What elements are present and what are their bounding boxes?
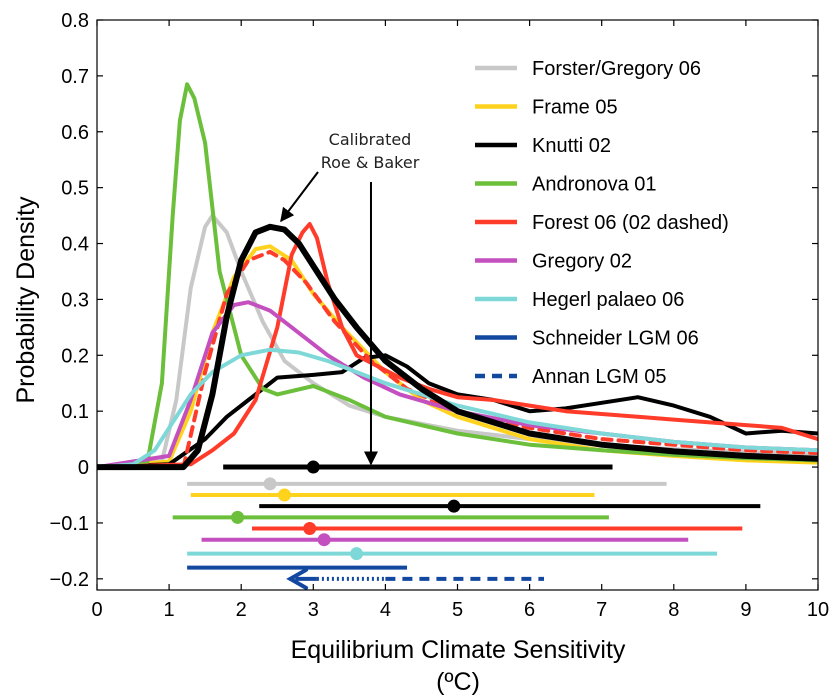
- y-tick-label: 0.4: [61, 234, 89, 256]
- x-tick-label: 6: [524, 599, 535, 621]
- x-tick-label: 3: [308, 599, 319, 621]
- x-tick-label: 8: [668, 599, 679, 621]
- best-estimate-dot-hegerl-palaeo-06: [350, 547, 364, 561]
- series-line-knutti-02: [97, 353, 818, 470]
- legend-label-schneider-lgm-06: Schneider LGM 06: [532, 328, 699, 350]
- best-estimate-dot-frame-05: [277, 488, 291, 502]
- x-axis-title: Equilibrium Climate Sensitivity: [291, 636, 626, 664]
- best-estimate-dot-gregory-02: [317, 533, 331, 547]
- best-estimate-dot-andronova-01: [231, 510, 245, 524]
- annotation-arrow: [280, 171, 319, 223]
- legend-label-annan-lgm-05: Annan LGM 05: [532, 366, 667, 388]
- x-tick-label: 2: [236, 599, 247, 621]
- annotation: Calibrated Roe & Baker: [280, 130, 420, 466]
- axes: 0 1 2 3 4 5 6 7 8 9 10 −0.2 −0.1 0 0.1 0.2 0.3 0.4 0.5 0.6 0…: [50, 10, 830, 621]
- y-tick-label: −0.1: [50, 513, 89, 535]
- series-line-andronova-01: [97, 82, 818, 470]
- legend-label-forster-gregory-06: Forster/Gregory 06: [532, 58, 701, 80]
- best-estimate-dot-knutti-02: [447, 499, 461, 513]
- series-line-hegerl-palaeo-06: [97, 347, 818, 470]
- y-tick-label: 0.5: [61, 178, 89, 200]
- x-tick-label: 5: [452, 599, 463, 621]
- series-line-calibrated-roe-baker: [97, 223, 818, 471]
- x-tick-label: 1: [164, 599, 175, 621]
- x-tick-label: 7: [596, 599, 607, 621]
- y-tick-label: 0.6: [61, 122, 89, 144]
- best-estimate-dot-calibrated-roe-baker: [306, 460, 320, 474]
- x-tick-label: 0: [91, 599, 102, 621]
- y-tick-label: −0.2: [50, 569, 89, 591]
- legend-label-forest-06-02-dashed: Forest 06 (02 dashed): [532, 212, 729, 234]
- y-tick-label: 0.8: [61, 10, 89, 32]
- series-line-gregory-02: [97, 300, 818, 470]
- annotation-line-2: Roe & Baker: [321, 153, 420, 172]
- legend-label-andronova-01: Andronova 01: [532, 174, 657, 196]
- legend-label-hegerl-palaeo-06: Hegerl palaeo 06: [532, 289, 684, 311]
- best-estimate-dot-forest-06: [303, 522, 317, 536]
- y-tick-label: 0.3: [61, 289, 89, 311]
- x-tick-label: 9: [740, 599, 751, 621]
- x-tick-label: 4: [380, 599, 391, 621]
- y-tick-label: 0: [78, 457, 89, 479]
- y-axis-title: Probability Density: [12, 196, 40, 404]
- y-tick-label: 0.2: [61, 345, 89, 367]
- legend-label-knutti-02: Knutti 02: [532, 135, 611, 157]
- legend: Forster/Gregory 06 Frame 05 Knutti 02 Andro…: [475, 58, 729, 388]
- y-tick-label: 0.1: [61, 401, 89, 423]
- y-tick-label: 0.7: [61, 66, 89, 88]
- best-estimate-dot-forster-gregory-06: [263, 477, 277, 491]
- legend-label-gregory-02: Gregory 02: [532, 251, 632, 273]
- plot-area: [97, 82, 818, 590]
- legend-label-frame-05: Frame 05: [532, 97, 618, 119]
- x-tick-label: 10: [807, 599, 829, 621]
- annotation-line-1: Calibrated: [329, 130, 412, 149]
- annan-arrow-head: [286, 567, 309, 590]
- x-axis-unit: (ºC): [436, 668, 480, 696]
